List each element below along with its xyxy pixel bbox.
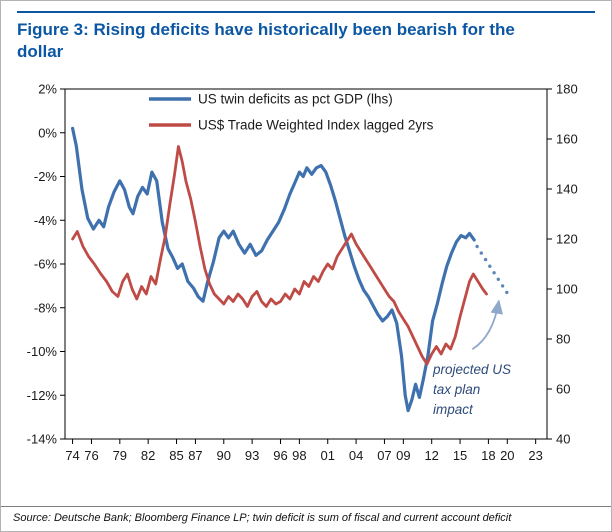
svg-text:-8%: -8% xyxy=(34,300,58,315)
figure-header: Figure 3: Rising deficits have historica… xyxy=(17,11,595,63)
annotation-line-2: tax plan xyxy=(433,381,481,397)
svg-text:76: 76 xyxy=(84,448,98,463)
svg-text:180: 180 xyxy=(556,81,578,96)
trade-weighted-index-line xyxy=(71,144,488,365)
figure-title: Figure 3: Rising deficits have historica… xyxy=(17,20,515,61)
svg-text:80: 80 xyxy=(556,331,570,346)
svg-text:04: 04 xyxy=(349,448,363,463)
svg-text:-14%: -14% xyxy=(27,431,58,446)
right-axis: 180 160 140 120 100 80 60 40 xyxy=(547,81,578,446)
svg-text:98: 98 xyxy=(292,448,306,463)
svg-text:100: 100 xyxy=(556,281,578,296)
svg-text:79: 79 xyxy=(113,448,127,463)
svg-text:82: 82 xyxy=(141,448,155,463)
svg-text:01: 01 xyxy=(321,448,335,463)
svg-text:07: 07 xyxy=(377,448,391,463)
svg-text:87: 87 xyxy=(188,448,202,463)
legend-label-0: US twin deficits as pct GDP (lhs) xyxy=(198,91,393,106)
svg-text:23: 23 xyxy=(528,448,542,463)
svg-text:74: 74 xyxy=(65,448,79,463)
source-note: Source: Deutsche Bank; Bloomberg Finance… xyxy=(1,506,611,531)
svg-text:120: 120 xyxy=(556,231,578,246)
svg-text:140: 140 xyxy=(556,181,578,196)
x-axis: 74 76 79 82 85 87 90 93 96 98 01 04 07 09 12 15 18 20 23 xyxy=(65,438,543,463)
annotation-line-3: impact xyxy=(433,402,473,417)
svg-text:-10%: -10% xyxy=(27,344,58,359)
svg-text:90: 90 xyxy=(217,448,231,463)
svg-text:12: 12 xyxy=(424,448,438,463)
svg-text:85: 85 xyxy=(169,448,183,463)
chart-annotation: projected US tax plan impact xyxy=(433,360,545,421)
svg-text:0%: 0% xyxy=(38,125,57,140)
svg-text:2%: 2% xyxy=(38,81,57,96)
svg-text:18: 18 xyxy=(481,448,495,463)
svg-text:20: 20 xyxy=(500,448,514,463)
legend: US twin deficits as pct GDP (lhs) US$ Tra… xyxy=(149,91,434,132)
svg-text:-4%: -4% xyxy=(34,212,58,227)
svg-text:-2%: -2% xyxy=(34,169,58,184)
svg-text:15: 15 xyxy=(453,448,467,463)
line-chart: 2%0%-2%-4%-6%-8%-10%-12%-14%180160140120… xyxy=(27,81,578,463)
svg-text:60: 60 xyxy=(556,381,570,396)
legend-label-1: US$ Trade Weighted Index lagged 2yrs xyxy=(198,117,434,132)
svg-text:09: 09 xyxy=(396,448,410,463)
svg-text:-12%: -12% xyxy=(27,387,58,402)
left-axis: 2% 0% -2% -4% -6% -8% -10% -12% -14% xyxy=(27,81,65,446)
twin-deficits-line xyxy=(70,126,476,412)
svg-text:160: 160 xyxy=(556,131,578,146)
annotation-line-1: projected US xyxy=(433,361,512,377)
svg-text:96: 96 xyxy=(273,448,287,463)
projection-dots xyxy=(475,244,509,294)
svg-text:-6%: -6% xyxy=(34,256,58,271)
chart-area: 2% 0% -2% -4% -6% -8% -10% -12% -14% 180 160 140 120… xyxy=(1,79,611,491)
annotation-arrow xyxy=(471,298,503,350)
svg-text:40: 40 xyxy=(556,431,570,446)
svg-text:93: 93 xyxy=(245,448,259,463)
